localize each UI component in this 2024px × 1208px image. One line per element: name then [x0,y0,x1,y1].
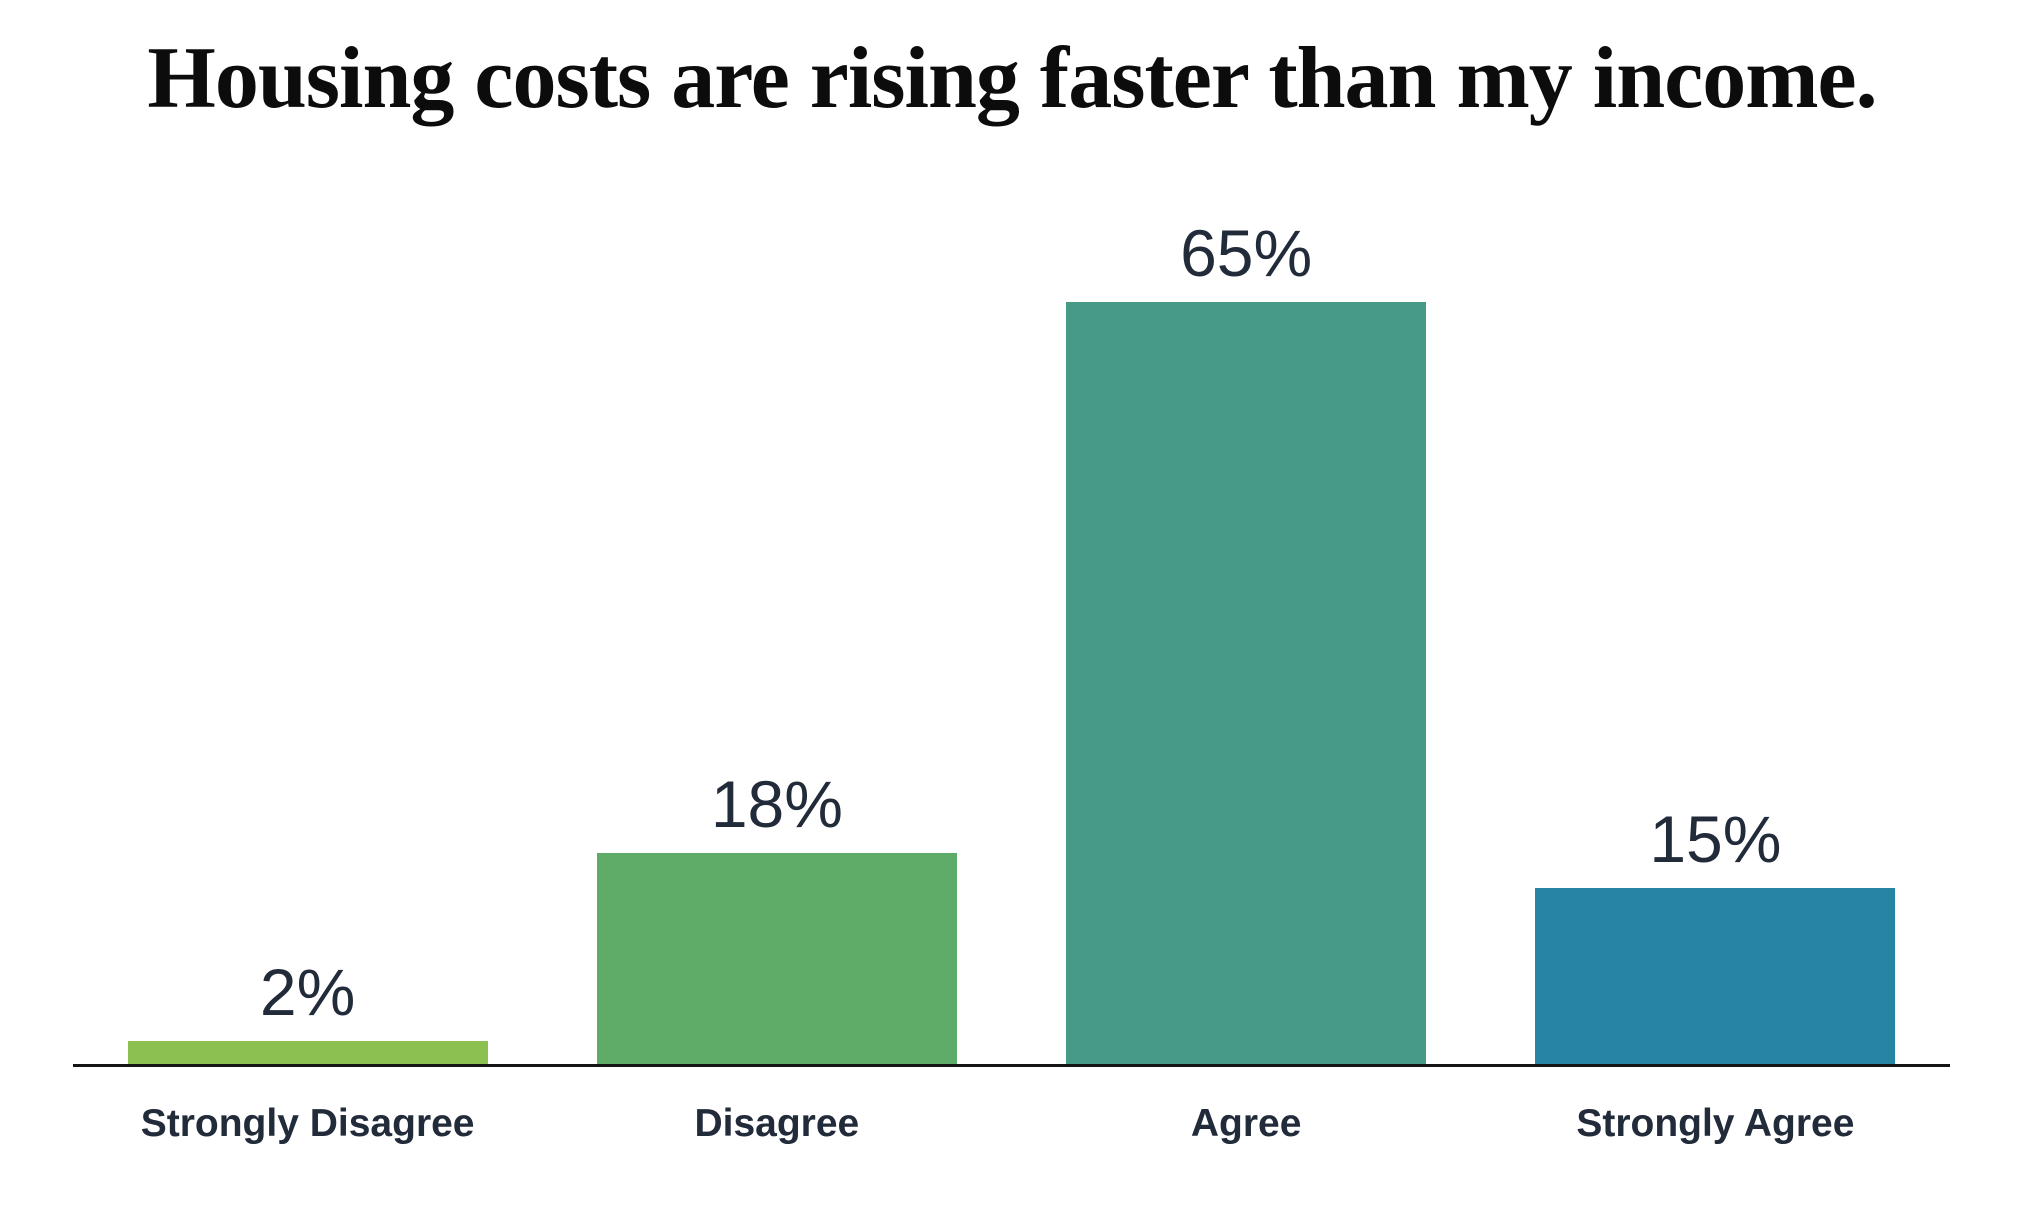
value-label: 15% [1649,801,1782,876]
bar [1066,301,1427,1064]
value-label: 2% [259,954,356,1029]
plot-area: 2% 18% 65% 15% [73,187,1950,1067]
bar [596,852,957,1064]
x-axis-label: Strongly Agree [1576,1101,1855,1145]
x-axis-label: Strongly Disagree [140,1101,475,1145]
x-axis-label: Disagree [694,1101,860,1145]
x-axis-label: Agree [1190,1101,1302,1145]
chart-title: Housing costs are rising faster than my … [147,30,1877,127]
bar-group-strongly-disagree: 2% [73,959,542,1064]
value-label: 65% [1180,215,1313,290]
bar-group-disagree: 18% [542,771,1011,1064]
bar-group-agree: 65% [1012,220,1481,1064]
bar [127,1040,488,1064]
x-axis-labels: Strongly Disagree Disagree Agree Strongl… [73,1067,1950,1146]
bar-group-strongly-agree: 15% [1481,806,1950,1064]
chart-area: 2% 18% 65% 15% Strongly Disagree Disagre… [73,187,1950,1146]
value-label: 18% [710,766,843,841]
bar [1535,887,1896,1064]
